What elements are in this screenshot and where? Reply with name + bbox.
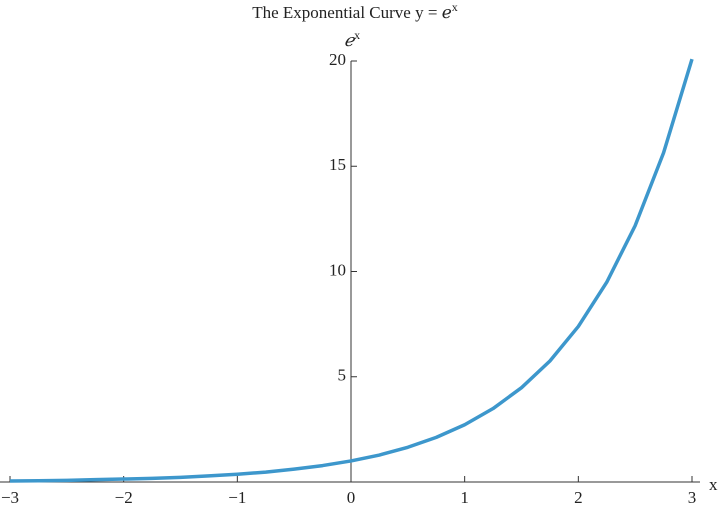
x-tick-label: −1 bbox=[228, 488, 246, 507]
y-tick-label: 10 bbox=[329, 260, 346, 279]
y-tick-label: 15 bbox=[329, 155, 346, 174]
x-axis-label: x bbox=[709, 475, 718, 494]
y-label-exponent: x bbox=[354, 28, 360, 42]
y-tick-label: 5 bbox=[338, 366, 347, 385]
y-axis-label: ℯx bbox=[344, 28, 360, 50]
x-tick-label: 3 bbox=[688, 488, 697, 507]
title-text: The Exponential Curve y = ℯ bbox=[252, 3, 452, 22]
chart-title: The Exponential Curve y = ℯx bbox=[252, 0, 458, 22]
x-tick-label: −2 bbox=[115, 488, 133, 507]
x-tick-label: 1 bbox=[460, 488, 469, 507]
y-tick-label: 20 bbox=[329, 50, 346, 69]
y-label-base: ℯ bbox=[344, 31, 356, 50]
x-tick-label: 0 bbox=[347, 488, 356, 507]
x-tick-label: 2 bbox=[574, 488, 583, 507]
x-tick-label: −3 bbox=[1, 488, 19, 507]
line-series bbox=[9, 58, 694, 483]
title-exponent: x bbox=[452, 0, 458, 14]
